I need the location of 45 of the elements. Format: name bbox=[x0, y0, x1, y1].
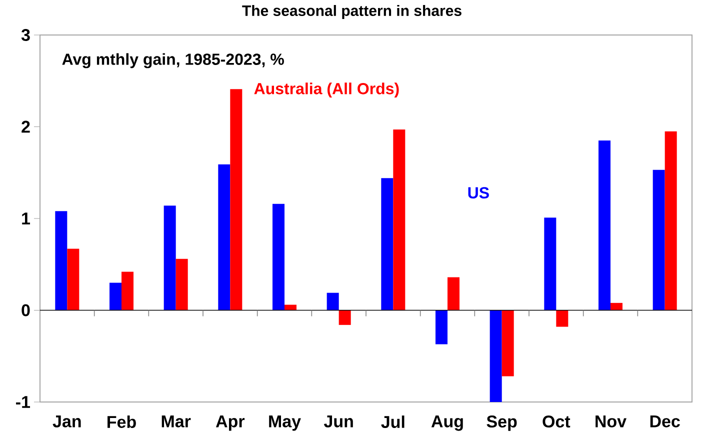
bar bbox=[284, 304, 297, 310]
x-tick-label: Dec bbox=[650, 416, 680, 428]
bar bbox=[490, 310, 502, 402]
bar bbox=[381, 178, 394, 310]
y-tick-label: -1 bbox=[16, 396, 30, 408]
bar bbox=[610, 302, 623, 310]
y-tick-label: 3 bbox=[21, 28, 30, 42]
y-tick-label: 2 bbox=[22, 120, 30, 133]
bar bbox=[598, 140, 611, 310]
text: Avg mthly gain, 1985-2023, % bbox=[62, 53, 284, 68]
bar bbox=[556, 310, 568, 327]
bar bbox=[326, 292, 339, 310]
bar bbox=[122, 272, 134, 310]
bar bbox=[110, 282, 122, 310]
bar bbox=[502, 310, 514, 376]
y-tick-label: 0 bbox=[22, 304, 30, 316]
bar bbox=[338, 310, 351, 325]
x-tick-label: Mar bbox=[162, 416, 191, 428]
x-tick-label: Aug bbox=[431, 416, 463, 431]
bar bbox=[218, 164, 230, 310]
bar bbox=[272, 204, 285, 310]
bar bbox=[164, 206, 176, 310]
x-tick-label: Sep bbox=[486, 416, 517, 431]
x-tick-label: Jul bbox=[381, 416, 404, 428]
bar bbox=[176, 258, 188, 310]
x-tick-label: Oct bbox=[542, 416, 570, 428]
bar bbox=[67, 248, 80, 310]
bar bbox=[652, 170, 665, 310]
series-label: Australia (All Ords) bbox=[254, 82, 399, 98]
chart-title: The seasonal pattern in shares bbox=[242, 5, 462, 19]
bar bbox=[436, 310, 448, 344]
x-tick-label: Feb bbox=[108, 416, 136, 428]
x-tick-label: Jun bbox=[324, 416, 353, 428]
bar bbox=[544, 218, 556, 310]
bar bbox=[230, 89, 242, 310]
text: US bbox=[468, 187, 489, 198]
x-tick-label: May bbox=[269, 416, 301, 431]
bar bbox=[393, 130, 406, 310]
x-tick-label: Apr bbox=[216, 416, 245, 431]
x-tick-label: Nov bbox=[596, 416, 626, 428]
bar bbox=[664, 131, 677, 310]
x-tick-label: Jan bbox=[52, 416, 81, 428]
y-tick-label: 1 bbox=[22, 212, 30, 224]
bar bbox=[448, 277, 460, 310]
bar bbox=[55, 211, 68, 310]
